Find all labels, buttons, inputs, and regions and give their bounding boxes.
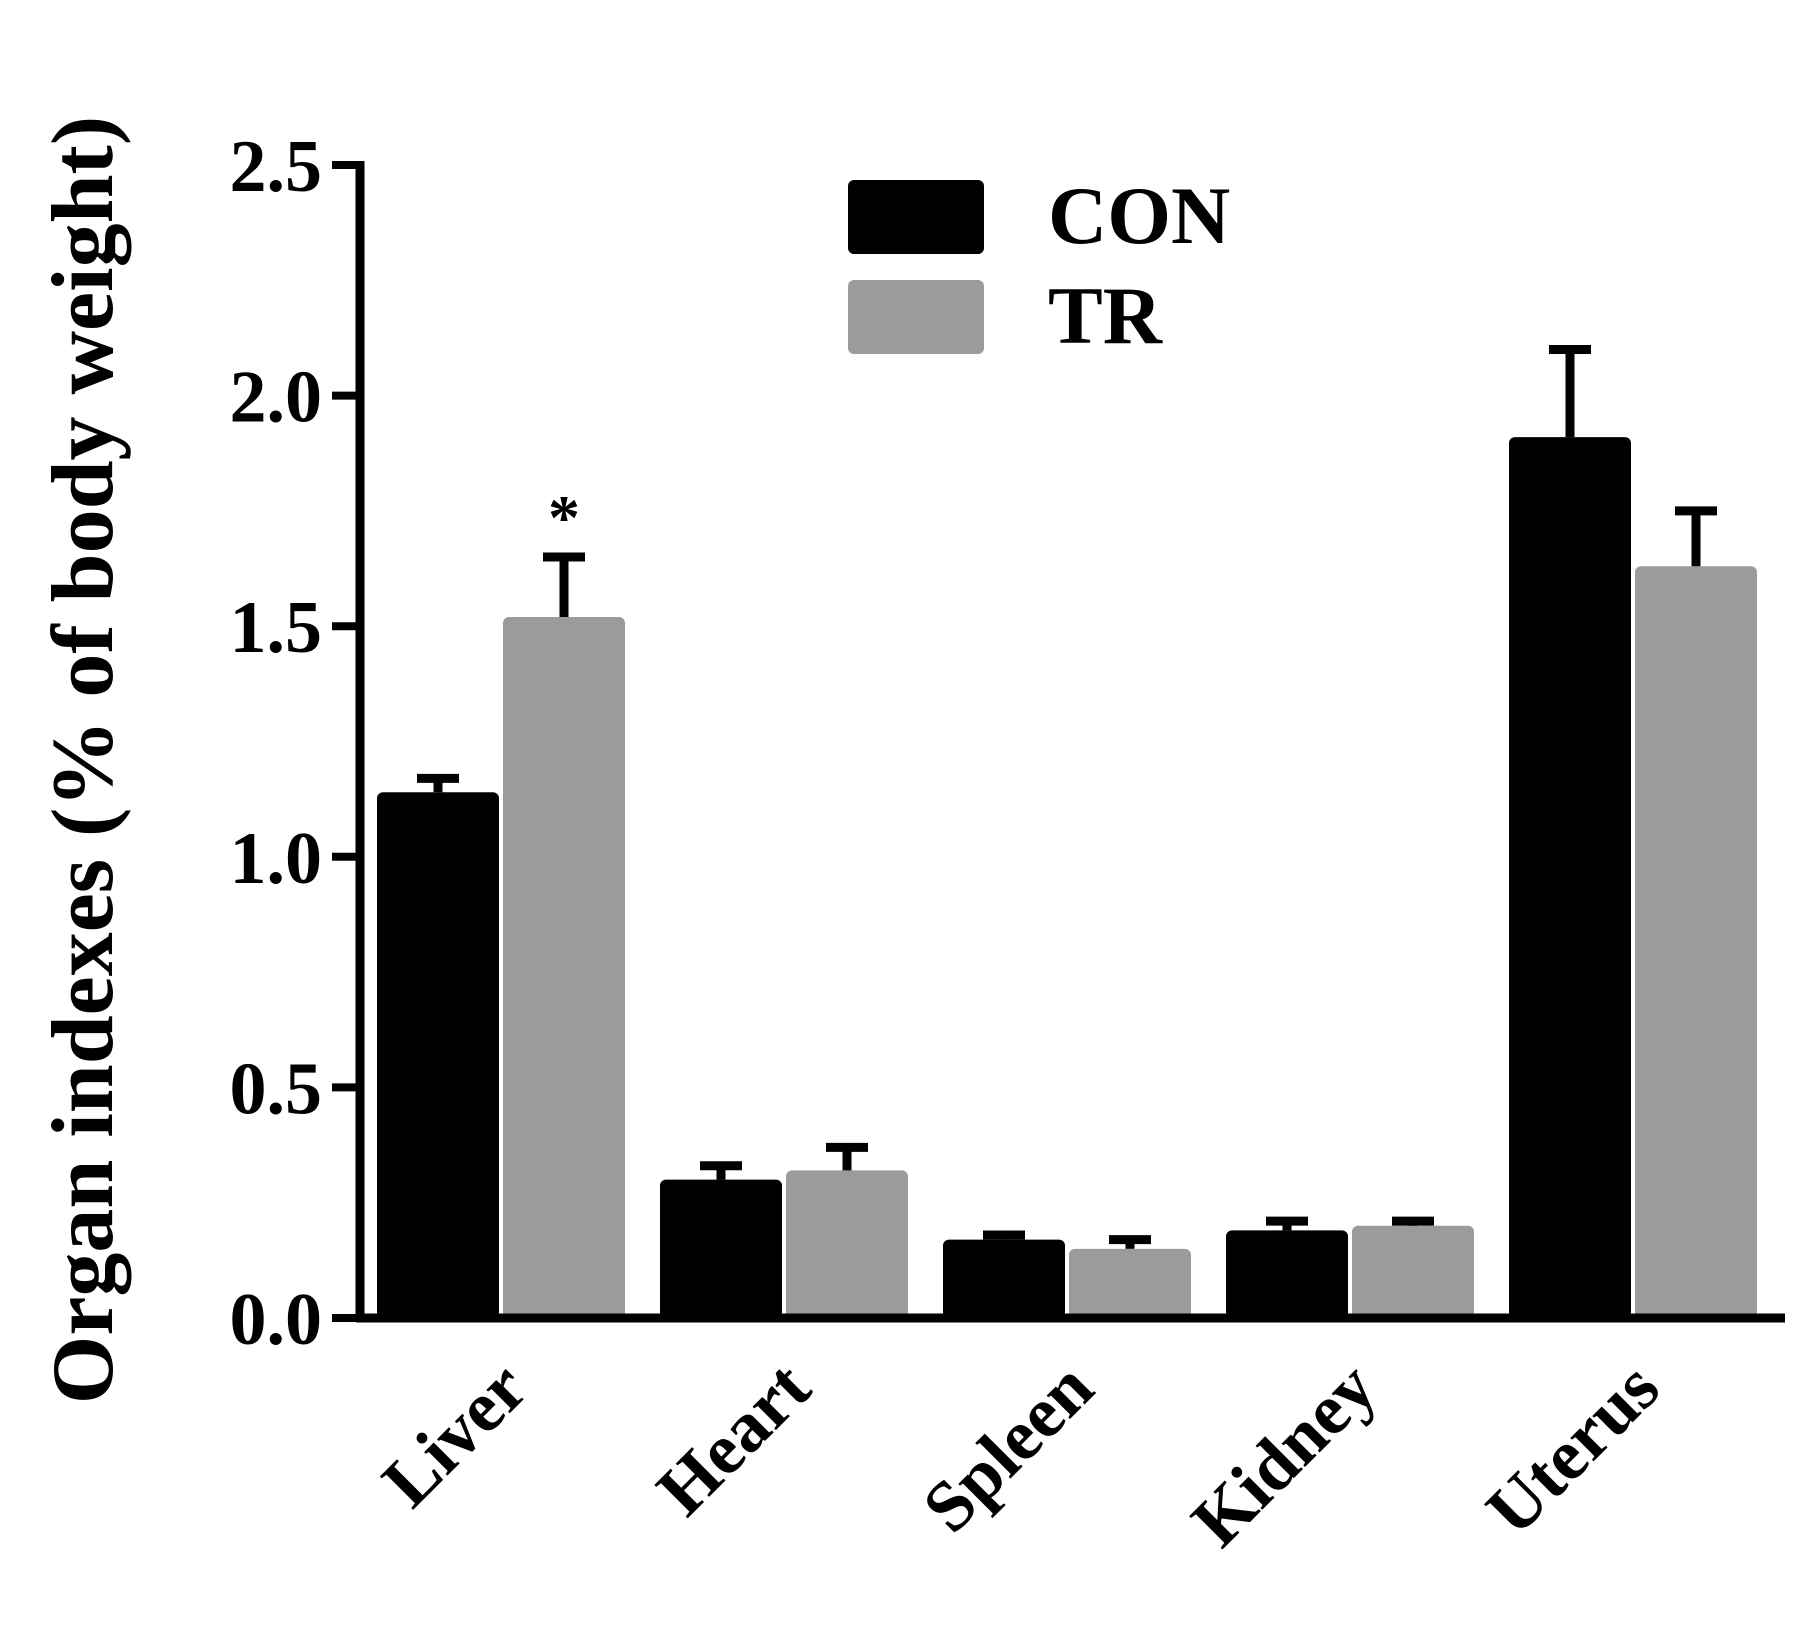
legend-swatch-con (848, 180, 984, 254)
y-tick-label-1.5: 1.5 (230, 587, 323, 669)
bar-liver-tr (503, 616, 625, 1318)
y-tick-label-0.5: 0.5 (230, 1048, 323, 1130)
y-axis-label: Organ indexes (% of body weight) (35, 116, 132, 1404)
x-category-label-spleen: Spleen (907, 1347, 1108, 1548)
bar-liver-con (377, 792, 499, 1318)
x-category-label-kidney: Kidney (1176, 1347, 1391, 1562)
legend-label-con: CON (1048, 170, 1230, 261)
y-tick-label-0.0: 0.0 (230, 1279, 323, 1361)
y-axis-label-group: Organ indexes (% of body weight) (35, 116, 132, 1404)
x-category-label-liver: Liver (367, 1347, 542, 1522)
legend: CON TR (848, 170, 1230, 361)
bar-kidney-tr (1352, 1225, 1474, 1318)
y-tick-label-1.0: 1.0 (230, 818, 323, 900)
y-tick-label-2.0: 2.0 (230, 357, 323, 439)
significance-marker-liver: * (548, 482, 580, 553)
bar-spleen-tr (1069, 1248, 1191, 1318)
bar-uterus-con (1509, 437, 1631, 1318)
legend-label-tr: TR (1048, 270, 1163, 361)
plot-area: 0.0 0.5 1.0 1.5 2.0 2.5 Liver Heart Spleen Kidney… (230, 126, 1785, 1562)
bar-spleen-con (943, 1239, 1065, 1318)
legend-swatch-tr (848, 280, 984, 354)
bar-uterus-tr (1635, 566, 1757, 1318)
x-category-label-uterus: Uterus (1471, 1347, 1675, 1551)
bar-kidney-con (1226, 1230, 1348, 1318)
x-category-label-heart: Heart (642, 1347, 826, 1531)
bar-heart-tr (786, 1170, 908, 1318)
y-tick-label-2.5: 2.5 (230, 126, 323, 208)
bar-heart-con (660, 1179, 782, 1318)
